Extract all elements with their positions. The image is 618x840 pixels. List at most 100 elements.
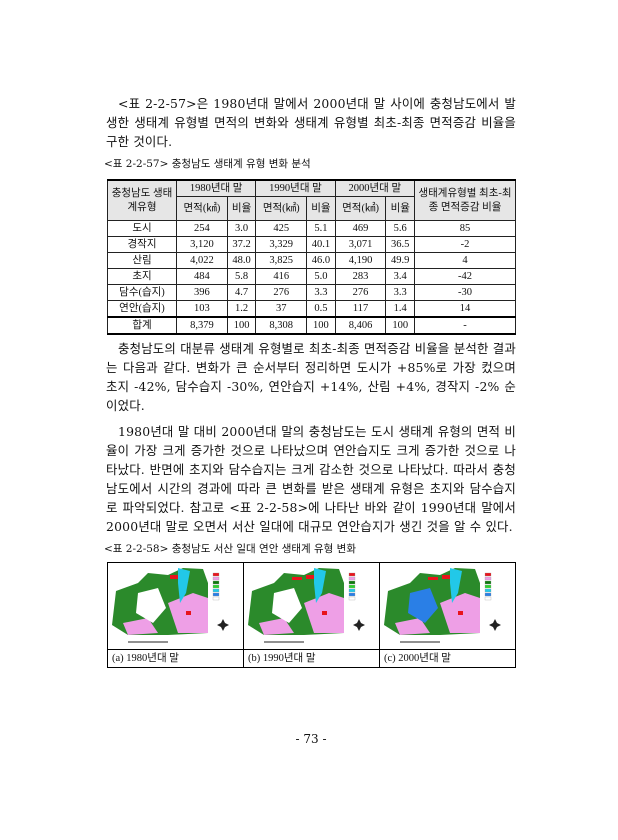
urban-area bbox=[442, 575, 450, 579]
bay-area bbox=[272, 588, 302, 623]
analysis-paragraph: 충청남도의 대분류 생태계 유형별로 최초-최종 면적증감 비율을 분석한 결과… bbox=[106, 341, 516, 413]
urban-area bbox=[170, 575, 178, 579]
table-row: 연안(습지) 103 1.2 37 0.5 117 1.4 14 bbox=[107, 300, 516, 318]
coastal-map-figure: (a) 1980년대 말 (b) 1990년대 말 (c) 2000년대 말 bbox=[107, 562, 516, 668]
cell-value: 3,825 bbox=[255, 252, 308, 269]
cell-value: 36.5 bbox=[385, 236, 415, 253]
land-cover-map bbox=[384, 568, 501, 643]
cropland-area bbox=[123, 618, 158, 635]
header-area: 면적(㎢) bbox=[334, 196, 387, 221]
legend-swatch bbox=[348, 592, 356, 597]
cell-value: -30 bbox=[414, 284, 516, 301]
cell-value: 4 bbox=[414, 252, 516, 269]
legend-swatch bbox=[348, 596, 356, 601]
cell-value: 5.0 bbox=[306, 268, 336, 285]
legend-swatch bbox=[484, 596, 492, 601]
legend-swatch bbox=[212, 592, 220, 597]
cell-value: 5.6 bbox=[385, 220, 415, 237]
cell-value: 103 bbox=[176, 300, 228, 318]
cell-value: 3.4 bbox=[385, 268, 415, 285]
cell-value: 5.8 bbox=[226, 268, 257, 285]
urban-area bbox=[306, 575, 314, 579]
cell-value: 48.0 bbox=[226, 252, 257, 269]
legend-swatch bbox=[348, 588, 356, 593]
cell-value: 46.0 bbox=[306, 252, 336, 269]
header-period: 1990년대 말 bbox=[255, 179, 336, 197]
legend-swatch bbox=[484, 592, 492, 597]
header-period: 2000년대 말 bbox=[334, 179, 416, 197]
header-type: 충청남도 생태계유형 bbox=[107, 179, 177, 221]
page-number: - 73 - bbox=[295, 732, 327, 746]
urban-area bbox=[186, 611, 191, 615]
cropland-area bbox=[395, 618, 430, 635]
cell-value: 3.3 bbox=[306, 284, 336, 301]
legend-swatch bbox=[212, 596, 220, 601]
legend-swatch bbox=[484, 572, 492, 577]
cell-value: -42 bbox=[414, 268, 516, 285]
urban-area bbox=[428, 577, 438, 580]
tidal-flat bbox=[178, 568, 190, 603]
table-row: 담수(습지) 396 4.7 276 3.3 276 3.3 -30 bbox=[107, 284, 516, 301]
cell-value: 4.7 bbox=[226, 284, 257, 301]
legend-swatch bbox=[484, 576, 492, 581]
table-row: 경작지 3,120 37.2 3,329 40.1 3,071 36.5 -2 bbox=[107, 236, 516, 253]
cell-value: 4,190 bbox=[334, 252, 387, 269]
urban-area bbox=[458, 611, 463, 615]
cell-value: 469 bbox=[334, 220, 387, 237]
header-ratio: 비율 bbox=[385, 196, 415, 221]
cell-value: 425 bbox=[255, 220, 308, 237]
cell-value: 276 bbox=[255, 284, 308, 301]
north-arrow-icon bbox=[489, 619, 501, 631]
document-page: <표 2-2-57>은 1980년대 말에서 2000년대 말 사이에 충청남도… bbox=[104, 0, 516, 746]
panel-label: (b) 1990년대 말 bbox=[244, 649, 379, 668]
cell-value: 3,071 bbox=[334, 236, 387, 253]
legend-swatch bbox=[212, 588, 220, 593]
cell-value: 100 bbox=[385, 316, 415, 335]
cell-value: 4,022 bbox=[176, 252, 228, 269]
row-label: 초지 bbox=[107, 268, 177, 285]
table-row: 초지 484 5.8 416 5.0 283 3.4 -42 bbox=[107, 268, 516, 285]
discussion-paragraph: 1980년대 말 대비 2000년대 말의 충청남도는 도시 생태계 유형의 면… bbox=[106, 424, 516, 534]
cell-value: 276 bbox=[334, 284, 387, 301]
legend-swatch bbox=[212, 576, 220, 581]
cell-value: 1.4 bbox=[385, 300, 415, 318]
table-row: 산림 4,022 48.0 3,825 46.0 4,190 49.9 4 bbox=[107, 252, 516, 269]
table-row: 도시 254 3.0 425 5.1 469 5.6 85 bbox=[107, 220, 516, 237]
legend-swatch bbox=[484, 588, 492, 593]
row-label: 도시 bbox=[107, 220, 177, 237]
intro-paragraph: <표 2-2-57>은 1980년대 말에서 2000년대 말 사이에 충청남도… bbox=[106, 96, 516, 149]
cell-value: 396 bbox=[176, 284, 228, 301]
cell-value: 85 bbox=[414, 220, 516, 237]
urban-area bbox=[292, 577, 302, 580]
header-area: 면적(㎢) bbox=[176, 196, 228, 221]
north-arrow-icon bbox=[217, 619, 229, 631]
cell-value: - bbox=[414, 316, 516, 335]
header-period: 1980년대 말 bbox=[175, 179, 257, 197]
legend-swatch bbox=[348, 572, 356, 577]
ecosystem-change-table: 충청남도 생태계유형 1980년대 말 1990년대 말 2000년대 말 생태… bbox=[107, 179, 516, 335]
land-cover-map bbox=[248, 568, 365, 643]
cell-value: 5.1 bbox=[306, 220, 336, 237]
map-panel-2000: (c) 2000년대 말 bbox=[380, 563, 515, 667]
map-panel-1980: (a) 1980년대 말 bbox=[108, 563, 244, 667]
cell-value: 14 bbox=[414, 300, 516, 318]
cell-value: 37.2 bbox=[226, 236, 257, 253]
cell-value: -2 bbox=[414, 236, 516, 253]
legend-swatch bbox=[212, 584, 220, 589]
cell-value: 8,308 bbox=[255, 316, 308, 335]
cell-value: 8,379 bbox=[176, 316, 228, 335]
header-change: 생태계유형별 최초-최종 면적증감 비율 bbox=[414, 179, 516, 221]
legend-swatch bbox=[348, 576, 356, 581]
row-label: 산림 bbox=[107, 252, 177, 269]
cell-value: 254 bbox=[176, 220, 228, 237]
cropland-area bbox=[259, 618, 294, 635]
legend-swatch bbox=[212, 572, 220, 577]
row-label: 연안(습지) bbox=[107, 300, 177, 318]
legend-swatch bbox=[484, 580, 492, 585]
header-area: 면적(㎢) bbox=[255, 196, 308, 221]
cell-value: 8,406 bbox=[334, 316, 387, 335]
tidal-flat bbox=[314, 568, 326, 603]
north-arrow-icon bbox=[353, 619, 365, 631]
legend-swatch bbox=[348, 580, 356, 585]
legend-swatch bbox=[484, 584, 492, 589]
